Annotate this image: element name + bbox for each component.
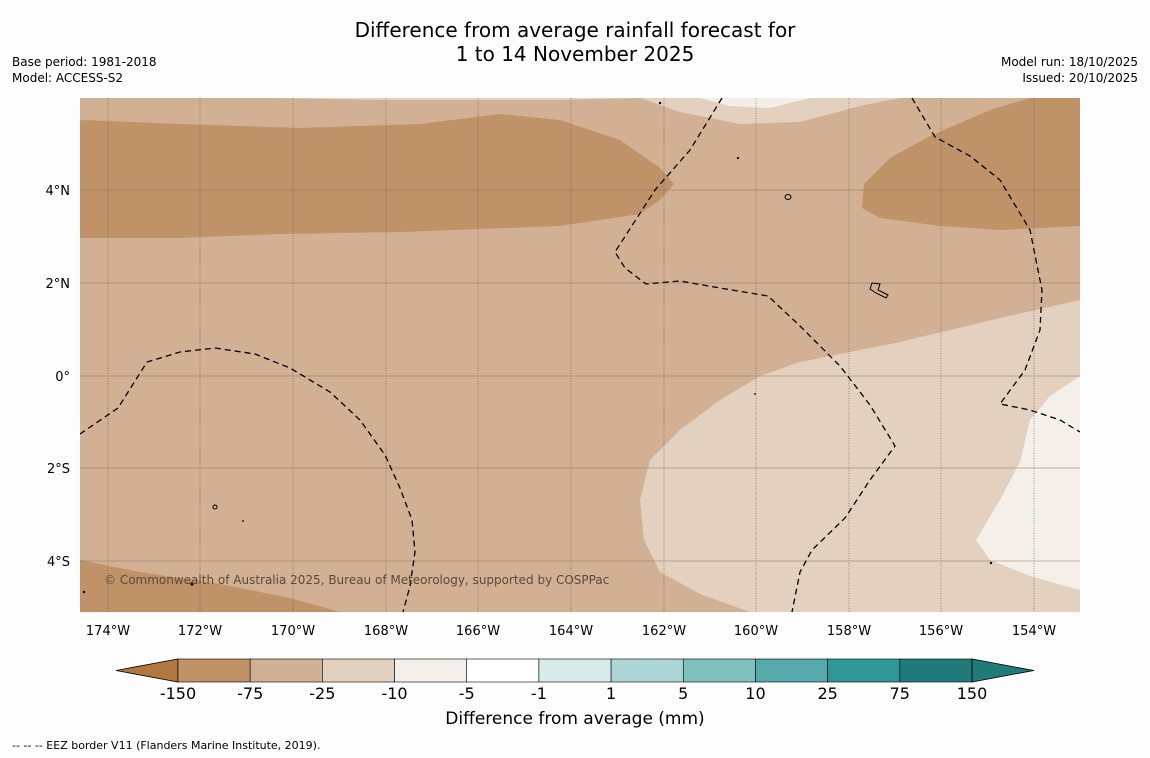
lon-tick-label: 174°W <box>86 624 130 639</box>
map-lightest-region-east <box>976 376 1080 590</box>
title-line-2: 1 to 14 November 2025 <box>455 42 695 66</box>
colorbar-segment <box>682 658 756 683</box>
lon-tick-label: 154°W <box>1012 624 1056 639</box>
colorbar-segment <box>466 658 540 683</box>
eez-borders <box>80 98 1080 612</box>
map-light-region-southeast <box>640 300 1080 612</box>
colorbar-segments <box>177 658 973 683</box>
model-name: Model: ACCESS-S2 <box>12 71 124 85</box>
colorbar-segment <box>322 658 395 683</box>
islands <box>212 194 889 510</box>
base-period: Base period: 1981-2018 <box>12 55 157 69</box>
lon-tick-label: 162°W <box>642 624 686 639</box>
rainfall-map: © Commonwealth of Australia 2025, Bureau… <box>80 98 1080 612</box>
lat-tick-label: 2°S <box>47 462 70 477</box>
lon-tick-label: 160°W <box>734 624 778 639</box>
lon-tick-label: 170°W <box>271 624 315 639</box>
latitude-labels: 4°N 2°N 0° 2°S 4°S <box>46 184 71 570</box>
island-dots <box>82 101 993 594</box>
colorbar-tick-label: 150 <box>957 684 988 703</box>
lon-tick-label: 172°W <box>178 624 222 639</box>
colorbar-tick-label: 1 <box>606 684 616 703</box>
colorbar-tick-label: -5 <box>459 684 475 703</box>
issued-date: Issued: 20/10/2025 <box>1022 71 1138 85</box>
lat-tick-label: 0° <box>55 370 70 385</box>
colorbar-title: Difference from average (mm) <box>445 709 705 729</box>
chart-title: Difference from average rainfall forecas… <box>0 18 1150 66</box>
lon-tick-label: 166°W <box>456 624 500 639</box>
lon-tick-label: 156°W <box>919 624 963 639</box>
longitude-labels: 174°W 172°W 170°W 168°W 166°W 164°W 162°… <box>86 624 1056 639</box>
colorbar-tick-label: -25 <box>309 684 335 703</box>
map-top-light-band <box>80 98 640 100</box>
map-top-right-light <box>640 98 900 124</box>
meta-left: Base period: 1981-2018 Model: ACCESS-S2 <box>12 54 157 86</box>
meta-right: Model run: 18/10/2025 Issued: 20/10/2025 <box>1001 54 1138 86</box>
map-dark-blob-northeast <box>862 98 1080 230</box>
colorbar-tick-label: 75 <box>890 684 910 703</box>
colorbar: -150 -75 -25 -10 -5 -1 1 5 10 25 75 150 <box>115 658 1035 703</box>
lon-tick-label: 168°W <box>364 624 408 639</box>
latitude-gridlines <box>80 189 1080 562</box>
colorbar-tick-label: -1 <box>531 684 547 703</box>
lon-tick-label: 164°W <box>549 624 593 639</box>
colorbar-segment <box>610 658 684 683</box>
map-dark-patch-southwest <box>80 560 340 612</box>
colorbar-tick-label: 25 <box>817 684 837 703</box>
colorbar-tick-label: 5 <box>678 684 688 703</box>
map-dark-band-north <box>80 114 674 238</box>
copyright-text: © Commonwealth of Australia 2025, Bureau… <box>104 573 609 587</box>
colorbar-tick-label: -10 <box>381 684 407 703</box>
colorbar-tick-label: -75 <box>237 684 263 703</box>
colorbar-tick-labels: -150 -75 -25 -10 -5 -1 1 5 10 25 75 150 <box>160 684 987 703</box>
colorbar-tick-label: -150 <box>160 684 196 703</box>
colorbar-segment <box>394 658 468 683</box>
colorbar-tick-label: 10 <box>745 684 765 703</box>
colorbar-segment <box>538 658 612 683</box>
colorbar-segment <box>899 658 973 683</box>
colorbar-segment <box>177 658 251 683</box>
model-run: Model run: 18/10/2025 <box>1000 55 1138 69</box>
title-line-1: Difference from average rainfall forecas… <box>354 18 796 42</box>
lat-tick-label: 4°S <box>47 555 70 570</box>
colorbar-segment <box>827 658 901 683</box>
lat-tick-label: 4°N <box>46 184 71 199</box>
map-top-lightest <box>700 98 810 108</box>
eez-footnote: -- -- -- EEZ border V11 (Flanders Marine… <box>12 739 321 752</box>
colorbar-left-extension <box>115 658 179 683</box>
colorbar-right-extension <box>971 658 1035 683</box>
longitude-gridlines <box>107 98 1035 612</box>
colorbar-segment <box>249 658 323 683</box>
colorbar-segment <box>755 658 828 683</box>
lon-tick-label: 158°W <box>827 624 871 639</box>
lat-tick-label: 2°N <box>46 277 71 292</box>
